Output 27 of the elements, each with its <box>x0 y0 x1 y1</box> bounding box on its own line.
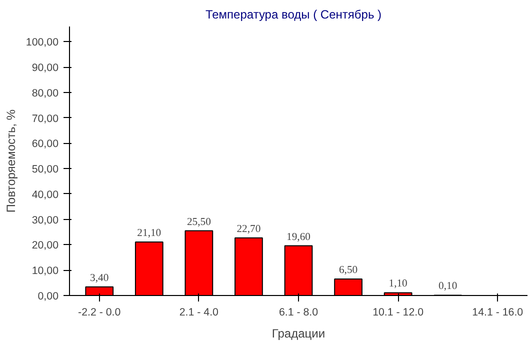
x-tick-label: 10.1 - 12.0 <box>372 306 424 318</box>
y-tick-label: 50,00 <box>32 164 59 176</box>
data-label: 21,10 <box>137 228 162 239</box>
data-label: 1,10 <box>388 278 408 290</box>
y-axis-title: Повторяемость, % <box>4 109 18 213</box>
x-tick-label: 6.1 - 8.0 <box>278 306 318 318</box>
y-tick-label: 40,00 <box>32 188 59 201</box>
x-axis-title: Градации <box>272 326 326 340</box>
y-tick-label: 10,00 <box>32 265 59 278</box>
chart-title: Температура воды ( Сентябрь ) <box>205 8 382 22</box>
x-tick-label: -2.2 - 0.0 <box>78 306 121 318</box>
data-label: 0,10 <box>438 281 458 292</box>
data-label: 6,50 <box>338 265 358 276</box>
y-tick-label: 30,00 <box>32 214 59 226</box>
x-tick-label: 2.1 - 4.0 <box>179 306 219 318</box>
y-tick-label: 70,00 <box>32 112 59 125</box>
y-tick-label: 90,00 <box>32 62 59 74</box>
y-tick-label: 60,00 <box>32 138 59 150</box>
data-label: 22,70 <box>236 224 261 235</box>
data-label: 3,40 <box>90 272 109 284</box>
x-tick-label: 14.1 - 16.0 <box>472 306 524 318</box>
y-tick-label: 80,00 <box>32 87 59 100</box>
y-tick-label: 0,00 <box>38 290 59 302</box>
y-tick-label: 100,00 <box>26 36 59 49</box>
y-tick-label: 20,00 <box>32 240 59 252</box>
data-label: 19,60 <box>286 232 310 243</box>
data-label: 25,50 <box>186 216 211 228</box>
